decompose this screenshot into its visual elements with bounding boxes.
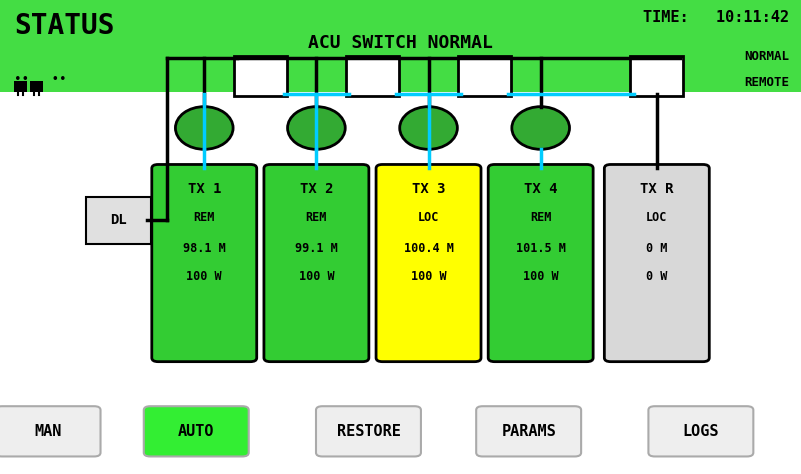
Text: REM: REM [194, 211, 215, 224]
FancyBboxPatch shape [476, 406, 582, 456]
FancyBboxPatch shape [30, 81, 43, 92]
Text: DL: DL [111, 213, 127, 228]
FancyBboxPatch shape [376, 164, 481, 362]
Text: LOGS: LOGS [682, 424, 719, 439]
Text: TX 4: TX 4 [524, 182, 557, 197]
Text: REM: REM [306, 211, 327, 224]
Text: TIME:   10:11:42: TIME: 10:11:42 [643, 10, 789, 26]
Text: REM: REM [530, 211, 551, 224]
Text: 0 M: 0 M [646, 242, 667, 255]
Text: AUTO: AUTO [178, 424, 215, 439]
Text: 100 W: 100 W [299, 270, 334, 283]
Text: 99.1 M: 99.1 M [295, 242, 338, 255]
FancyBboxPatch shape [14, 81, 27, 92]
Text: 101.5 M: 101.5 M [516, 242, 566, 255]
FancyBboxPatch shape [458, 56, 511, 96]
Text: PARAMS: PARAMS [501, 424, 556, 439]
Text: ••   ••: •• •• [14, 73, 67, 86]
Text: ACU SWITCH NORMAL: ACU SWITCH NORMAL [308, 34, 493, 52]
Text: TX 1: TX 1 [187, 182, 221, 197]
FancyBboxPatch shape [264, 164, 368, 362]
FancyBboxPatch shape [0, 0, 801, 92]
FancyBboxPatch shape [630, 56, 683, 96]
Text: NORMAL: NORMAL [744, 50, 789, 63]
FancyBboxPatch shape [649, 406, 753, 456]
FancyBboxPatch shape [144, 406, 248, 456]
Text: RESTORE: RESTORE [336, 424, 400, 439]
Text: 100.4 M: 100.4 M [404, 242, 453, 255]
Ellipse shape [512, 107, 570, 149]
FancyBboxPatch shape [86, 197, 151, 244]
Text: REMOTE: REMOTE [744, 76, 789, 89]
Text: LOC: LOC [418, 211, 439, 224]
FancyBboxPatch shape [489, 164, 594, 362]
Ellipse shape [175, 107, 233, 149]
FancyBboxPatch shape [346, 56, 399, 96]
Text: MAN: MAN [34, 424, 62, 439]
Ellipse shape [400, 107, 457, 149]
Text: TX 3: TX 3 [412, 182, 445, 197]
FancyBboxPatch shape [0, 406, 101, 456]
Text: TX 2: TX 2 [300, 182, 333, 197]
FancyBboxPatch shape [316, 406, 421, 456]
Ellipse shape [288, 107, 345, 149]
Text: 98.1 M: 98.1 M [183, 242, 226, 255]
Text: 100 W: 100 W [523, 270, 558, 283]
FancyBboxPatch shape [604, 164, 710, 362]
Text: TX R: TX R [640, 182, 674, 197]
Text: 100 W: 100 W [411, 270, 446, 283]
Text: STATUS: STATUS [14, 12, 115, 40]
Text: 0 W: 0 W [646, 270, 667, 283]
Text: LOC: LOC [646, 211, 667, 224]
FancyBboxPatch shape [234, 56, 287, 96]
Text: 100 W: 100 W [187, 270, 222, 283]
FancyBboxPatch shape [152, 164, 256, 362]
